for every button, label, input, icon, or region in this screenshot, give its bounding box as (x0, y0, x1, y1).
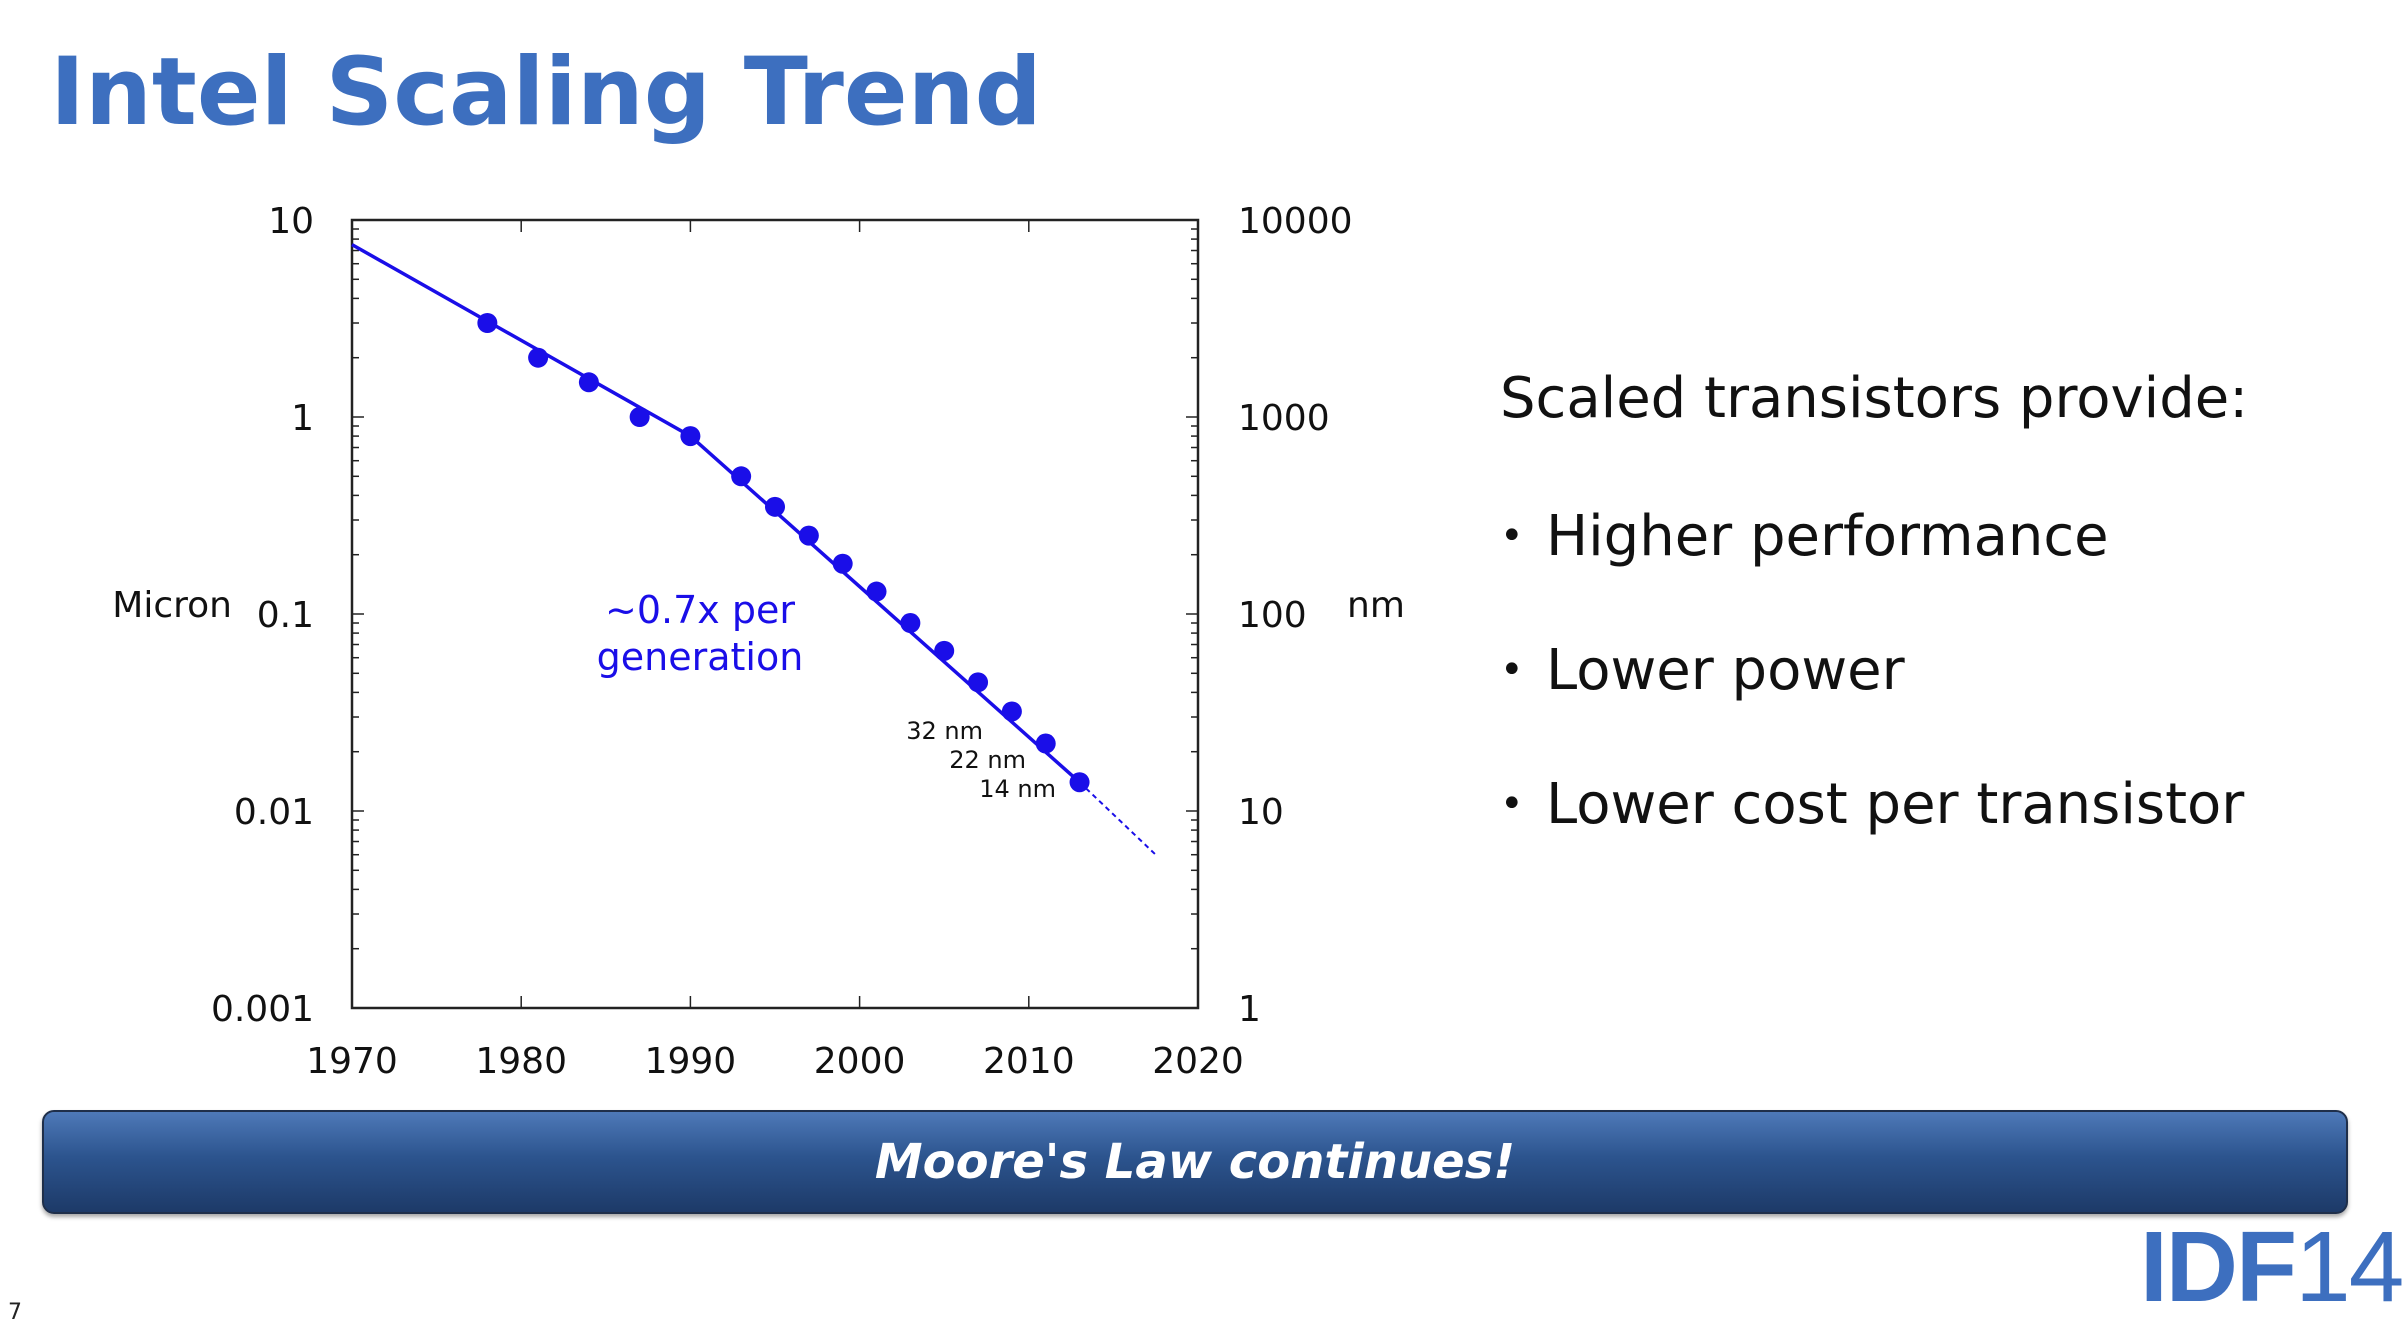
growth-annotation: generation (597, 635, 804, 679)
y2-tick-label: 1 (1238, 989, 1261, 1030)
data-point (765, 496, 785, 517)
data-point (968, 672, 989, 693)
benefit-item: • Lower cost per transistor (1500, 771, 2248, 837)
bullet-icon: • (1500, 781, 1524, 827)
node-label: 32 nm (906, 717, 983, 745)
x-tick-label: 2020 (1152, 1041, 1244, 1082)
benefit-text: Lower cost per transistor (1546, 771, 2245, 837)
x-tick-label: 2010 (983, 1041, 1075, 1082)
bullet-icon: • (1500, 513, 1524, 559)
data-point (866, 581, 887, 602)
x-tick-label: 1990 (645, 1041, 737, 1082)
trend-line (351, 243, 1081, 784)
y2-tick-label: 1000 (1238, 398, 1330, 439)
benefits-heading: Scaled transistors provide: (1500, 366, 2249, 431)
moores-law-banner: Moore's Law continues! (42, 1110, 2348, 1214)
data-point (1035, 733, 1056, 754)
y-tick-label: 0.001 (211, 989, 314, 1030)
benefit-item: • Higher performance (1500, 503, 2248, 569)
x-tick-label: 1970 (306, 1041, 398, 1082)
data-point (1069, 772, 1090, 793)
extrapolation-line (1078, 781, 1157, 856)
y2-axis-label: nm (1347, 585, 1405, 626)
slide-title: Intel Scaling Trend (50, 38, 1042, 147)
x-tick-label: 1980 (475, 1041, 567, 1082)
growth-annotation: ~0.7x per (605, 588, 795, 632)
y-tick-label: 1 (291, 398, 314, 439)
benefits-list: Scaled transistors provide: • Higher per… (1500, 366, 2248, 905)
y-tick-label: 0.01 (234, 792, 314, 833)
data-point (1001, 701, 1022, 722)
data-point (731, 466, 752, 487)
y-axis-label: Micron (112, 585, 232, 626)
idf14-logo: IDF14 (2140, 1211, 2404, 1323)
y2-tick-label: 100 (1238, 595, 1307, 636)
benefit-text: Higher performance (1546, 503, 2109, 569)
benefit-item: • Lower power (1500, 637, 2248, 703)
x-tick-label: 2000 (814, 1041, 906, 1082)
data-point (578, 372, 599, 393)
y2-tick-label: 10 (1238, 792, 1284, 833)
y2-tick-label: 10000 (1238, 201, 1353, 242)
data-point (832, 553, 853, 574)
data-point (934, 640, 955, 661)
page-number: 7 (8, 1300, 22, 1325)
data-point (528, 347, 549, 368)
data-point (477, 313, 498, 334)
y-tick-label: 0.1 (257, 595, 314, 636)
data-point (629, 407, 650, 427)
node-label: 22 nm (949, 746, 1026, 774)
data-point (798, 525, 819, 546)
benefit-text: Lower power (1546, 637, 1905, 703)
data-point (900, 613, 921, 634)
data-point (680, 426, 701, 447)
bullet-icon: • (1500, 647, 1524, 693)
banner-text: Moore's Law continues! (874, 1134, 1516, 1190)
y-tick-label: 10 (268, 201, 314, 242)
node-label: 14 nm (979, 775, 1056, 803)
